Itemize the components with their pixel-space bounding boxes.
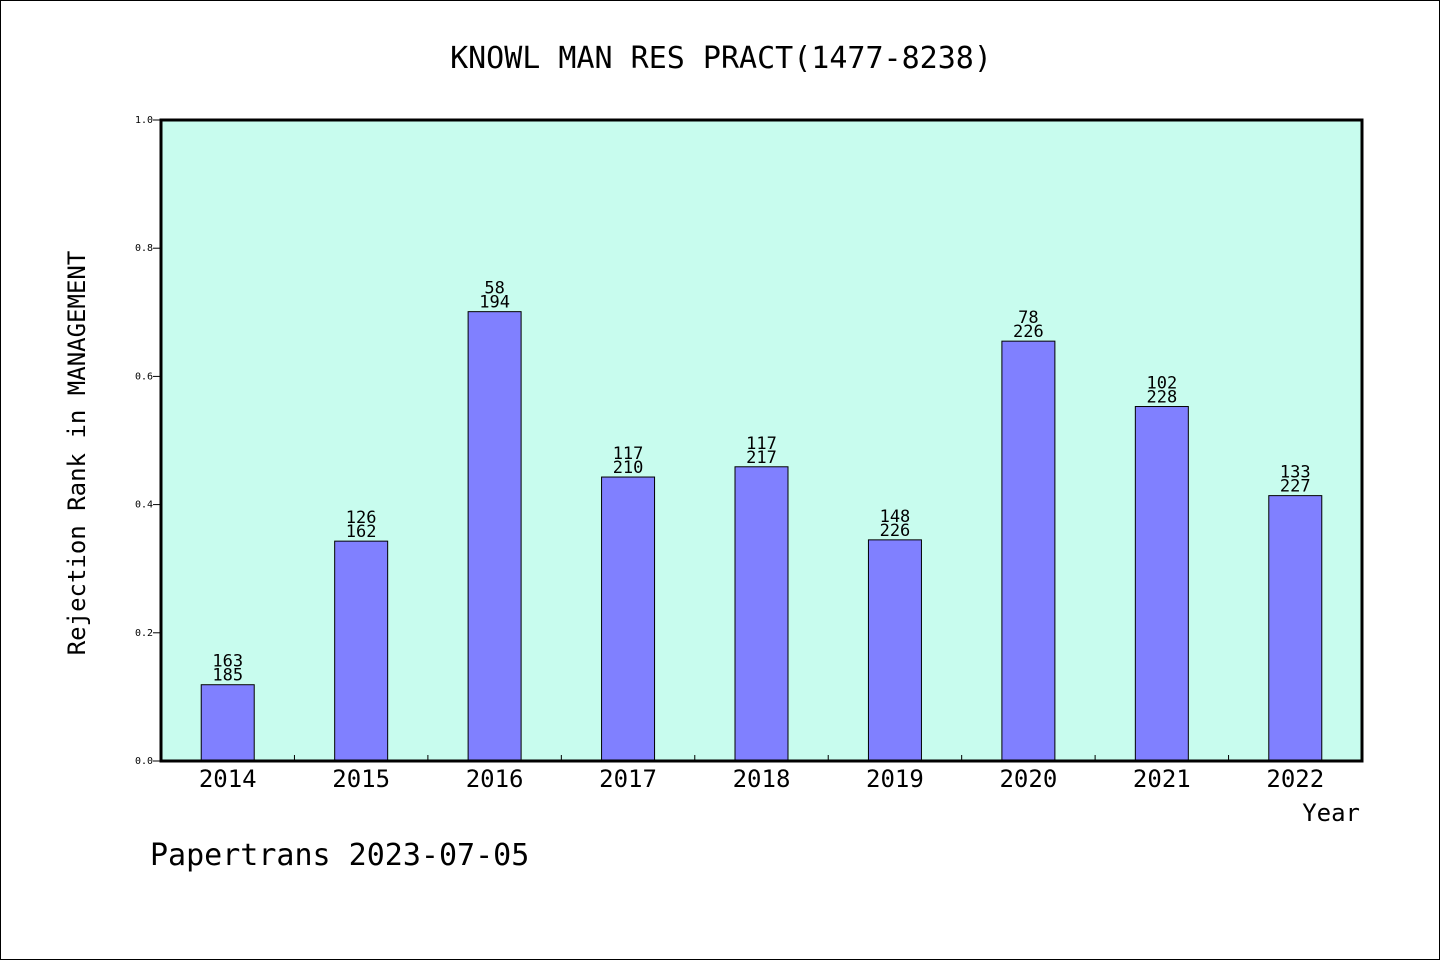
y-tick-label: 0.0 (135, 756, 153, 767)
bar-label-top: 126 (346, 508, 377, 528)
bar-label-top: 163 (212, 652, 243, 672)
y-tick-label: 0.4 (135, 500, 153, 511)
bar (867, 539, 922, 762)
bar-label-bottom: 217 (746, 448, 777, 468)
x-axis: 2014 2015 2016 2017 2018 2019 2020 2021 2022 (199, 755, 1324, 793)
bar (1268, 495, 1323, 762)
y-axis: 0.0 0.2 0.4 0.6 0.8 1.0 (135, 115, 161, 767)
x-tick-label: 2017 (599, 765, 657, 793)
bar (734, 466, 789, 762)
x-tick-label: 2014 (199, 765, 257, 793)
bar-label-bottom: 185 (212, 666, 243, 686)
x-tick-label: 2019 (866, 765, 924, 793)
x-tick-label: 2016 (466, 765, 524, 793)
x-tick-label: 2020 (999, 765, 1057, 793)
bar (1001, 340, 1056, 762)
bar (200, 684, 255, 762)
y-axis-label: Rejection Rank in MANAGEMENT (63, 251, 91, 656)
bar (334, 540, 389, 762)
bar (601, 476, 656, 762)
x-tick-label: 2015 (332, 765, 390, 793)
bar-label-bottom: 227 (1280, 477, 1311, 497)
bar-label-bottom: 228 (1146, 388, 1177, 408)
bar-label-top: 117 (746, 434, 777, 454)
y-tick-label: 0.2 (135, 628, 153, 639)
bar-label-bottom: 210 (613, 458, 644, 478)
y-tick-label: 1.0 (135, 115, 153, 126)
chart-title: KNOWL MAN RES PRACT(1477-8238) (450, 41, 992, 76)
bar-label-bottom: 194 (479, 293, 510, 313)
x-tick-label: 2022 (1266, 765, 1324, 793)
x-axis-label: Year (1302, 799, 1360, 827)
y-tick-label: 0.6 (135, 371, 153, 382)
bar-label-bottom: 226 (1013, 322, 1044, 342)
bar-label-top: 58 (484, 279, 504, 299)
footer-credit: Papertrans 2023-07-05 (150, 838, 529, 873)
y-tick-label: 0.8 (135, 243, 153, 254)
x-tick-label: 2018 (733, 765, 791, 793)
bar (1134, 406, 1189, 762)
bar-label-bottom: 162 (346, 522, 377, 542)
bar (467, 311, 522, 762)
bars: 1631851261625819411721011721714822678226… (200, 279, 1323, 762)
bar-label-top: 148 (880, 507, 911, 527)
bar-label-bottom: 226 (880, 521, 911, 541)
bar-label-top: 78 (1018, 308, 1038, 328)
x-tick-label: 2021 (1133, 765, 1191, 793)
plot-border (159, 118, 1364, 763)
bar-label-top: 102 (1146, 374, 1177, 394)
bar-label-top: 117 (613, 444, 644, 464)
bar-label-top: 133 (1280, 463, 1311, 483)
